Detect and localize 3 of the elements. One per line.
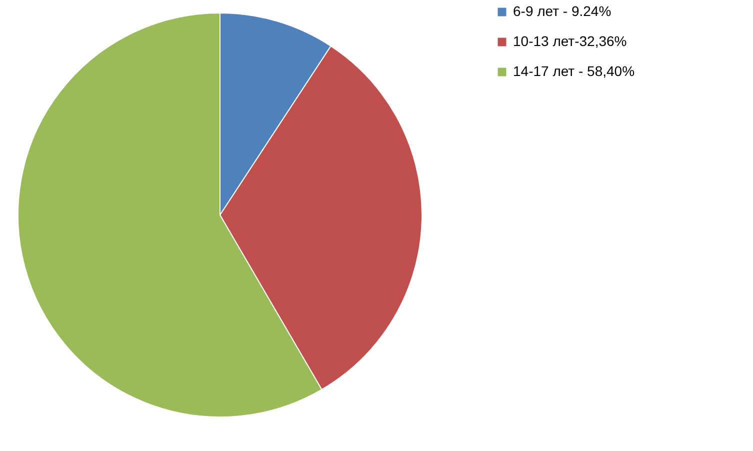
legend-label: 10-13 лет-32,36% [513, 33, 627, 49]
legend-label: 6-9 лет - 9.24% [513, 3, 612, 19]
legend-label: 14-17 лет - 58,40% [513, 63, 635, 79]
